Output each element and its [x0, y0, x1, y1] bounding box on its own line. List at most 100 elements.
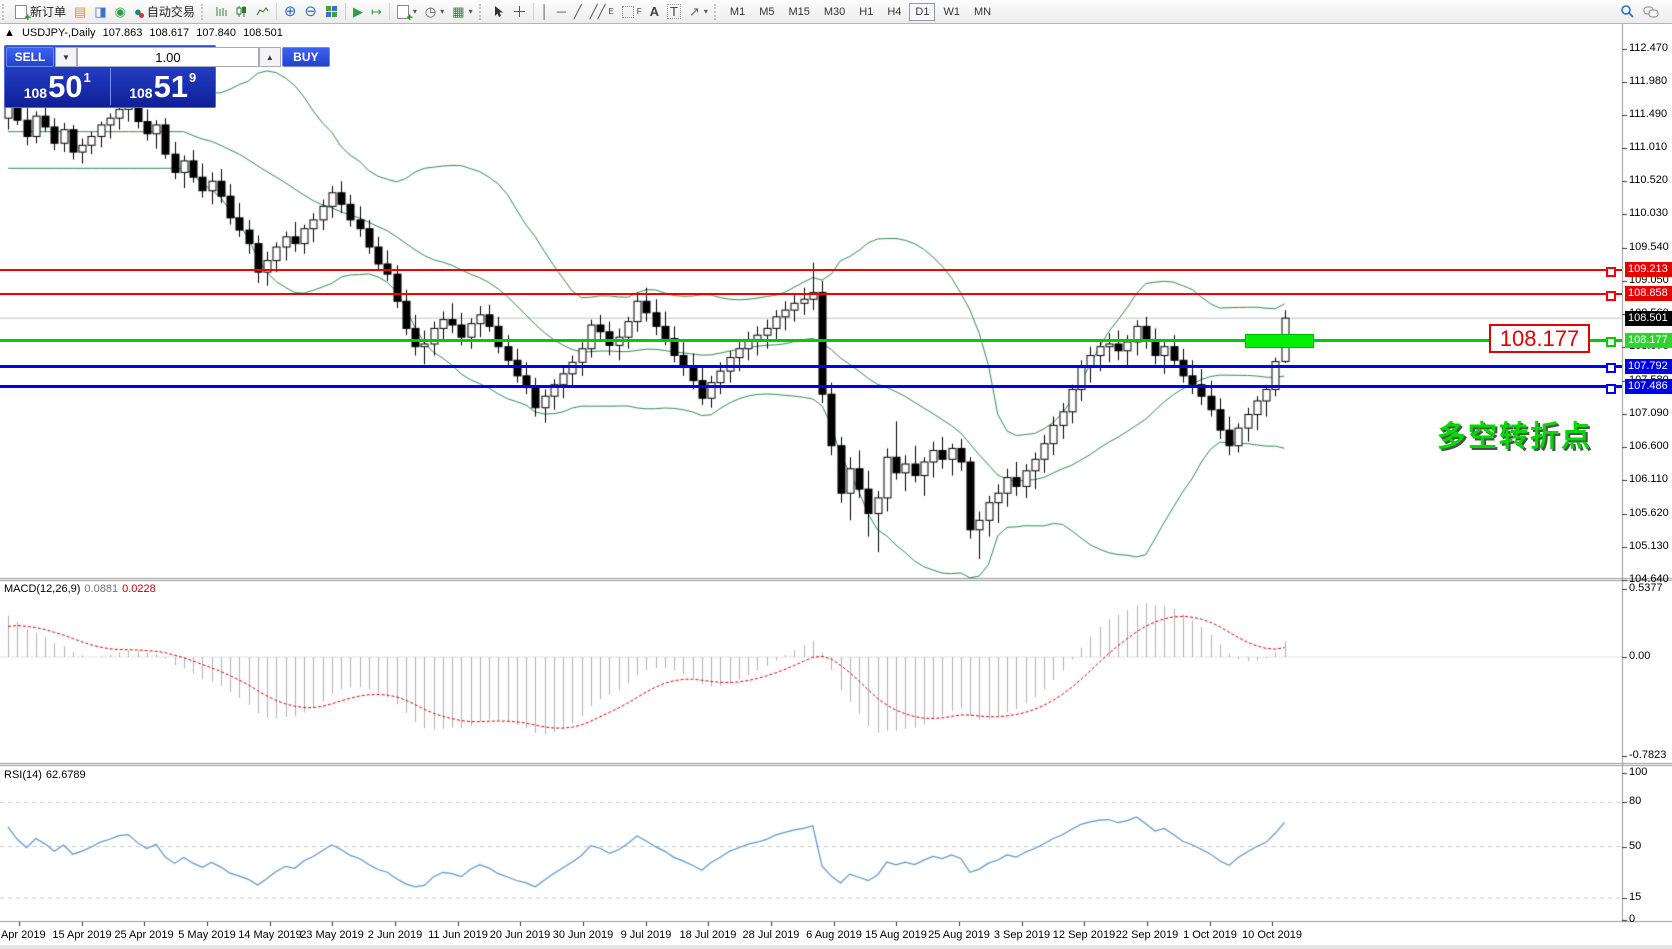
new-chart-icon	[396, 4, 413, 24]
signals-button[interactable]: ◉	[111, 1, 130, 22]
zoom-out-button[interactable]: ⊖	[300, 1, 321, 22]
vertical-line-button[interactable]: │	[537, 1, 553, 22]
bar-chart-button[interactable]	[210, 1, 231, 22]
clock-icon: ◷	[424, 4, 437, 19]
date-tick-label: 18 Jul 2019	[679, 929, 737, 941]
cursor-button[interactable]	[488, 1, 509, 22]
toolbar-separator	[388, 3, 390, 20]
toolbar-grip[interactable]	[200, 3, 206, 20]
price-tag-108.858: 108.858	[1625, 286, 1672, 302]
highlight-rectangle[interactable]	[1245, 334, 1314, 348]
profiles-button[interactable]: ▤	[70, 1, 90, 22]
price-tick-label: 112.470	[1629, 42, 1668, 54]
symbol-name: USDJPY-,Daily	[21, 27, 96, 39]
fibonacci-button[interactable]: F	[618, 1, 646, 22]
sell-price[interactable]: 108 50 1	[5, 68, 111, 105]
volume-input[interactable]	[76, 47, 259, 67]
support-line-lower-marker[interactable]	[1606, 383, 1616, 394]
crosshair-button[interactable]	[509, 1, 530, 22]
price-tick-label: 104.640	[1629, 573, 1669, 585]
support-line-upper[interactable]	[0, 364, 1622, 368]
timeframe-button-M30[interactable]: M30	[818, 3, 851, 21]
rsi-tick-label: 0	[1629, 913, 1636, 925]
sell-price-big: 50	[48, 69, 83, 104]
bar-chart-icon	[216, 7, 227, 16]
zoom-out-icon: ⊖	[304, 3, 317, 20]
collapse-panel-icon[interactable]: ▲	[4, 27, 15, 39]
search-button[interactable]	[1616, 1, 1639, 22]
timeframe-button-D1[interactable]: D1	[909, 2, 936, 21]
volume-down-button[interactable]: ▼	[55, 47, 77, 67]
date-tick-label: 25 Aug 2019	[928, 929, 990, 941]
line-chart-button[interactable]	[252, 1, 273, 22]
chart-shift-button[interactable]: ↦	[367, 1, 386, 22]
text-label-tool-button[interactable]: T	[663, 1, 685, 22]
chat-button[interactable]	[1639, 1, 1664, 22]
zoom-in-icon: ⊕	[283, 3, 297, 20]
market-watch-button[interactable]: ◨	[90, 1, 110, 22]
volume-up-button[interactable]: ▲	[258, 47, 281, 67]
shapes-button[interactable]: ↗ ▾	[685, 1, 712, 22]
price-tick-label: 107.090	[1629, 406, 1669, 419]
price-tick-label: 111.490	[1629, 108, 1668, 121]
pivot-line-marker[interactable]	[1606, 337, 1616, 348]
text-tool-icon: A	[649, 4, 660, 19]
auto-scroll-button[interactable]: ▶	[349, 1, 367, 22]
date-tick-label: 3 Sep 2019	[993, 929, 1051, 941]
toolbar-grip[interactable]	[2, 3, 7, 20]
horizontal-line-button[interactable]: ─	[553, 1, 570, 22]
zoom-in-button[interactable]: ⊕	[280, 1, 301, 22]
macd-tick-label: 0.5377	[1629, 581, 1663, 594]
toolbar-separator	[344, 3, 346, 20]
new-order-icon	[15, 4, 31, 24]
cursor-icon	[494, 6, 503, 17]
timeframe-button-H1[interactable]: H1	[853, 3, 879, 21]
toolbar-grip[interactable]	[478, 3, 484, 20]
new-chart-button[interactable]: ▾	[393, 1, 421, 24]
resistance-line-lower-marker[interactable]	[1606, 290, 1616, 301]
templates-button[interactable]: ▦ ▾	[448, 1, 476, 22]
timeframe-group: M1 M5 M15 M30 H1 H4 D1 W1 MN	[723, 2, 998, 21]
search-icon	[1621, 5, 1634, 18]
templates-icon: ▦	[452, 4, 465, 19]
ohlc-close: 108.501	[243, 27, 283, 39]
pivot-line[interactable]	[0, 338, 1622, 342]
support-line-upper-marker[interactable]	[1606, 363, 1616, 374]
resistance-line-lower[interactable]	[0, 292, 1622, 295]
periods-button[interactable]: ◷ ▾	[421, 1, 448, 22]
date-tick-label: 6 Aug 2019	[806, 929, 862, 941]
timeframe-button-M5[interactable]: M5	[753, 3, 780, 21]
timeframe-button-MN[interactable]: MN	[968, 3, 997, 21]
price-tag-107.486: 107.486	[1625, 379, 1672, 395]
buy-price[interactable]: 108 51 9	[111, 68, 216, 105]
buy-price-big: 51	[153, 69, 189, 104]
timeframe-button-M15[interactable]: M15	[782, 3, 815, 21]
shapes-icon: ↗	[688, 4, 700, 19]
buy-button[interactable]: BUY	[281, 47, 330, 67]
date-tick-label: 5 Apr 2019	[0, 929, 46, 941]
date-tick-label: 22 Sep 2019	[1115, 929, 1179, 941]
candlestick-chart-button[interactable]	[231, 1, 252, 22]
tile-windows-button[interactable]	[321, 1, 342, 22]
support-line-lower[interactable]	[0, 385, 1622, 389]
chevron-down-icon: ▾	[468, 7, 473, 16]
new-order-button[interactable]: 新订单	[11, 1, 70, 24]
toolbar-grip[interactable]	[713, 3, 719, 20]
timeframe-button-W1[interactable]: W1	[937, 3, 966, 21]
autotrading-button[interactable]: ● 自动交易	[130, 1, 199, 22]
trendline-icon: ╱	[573, 4, 582, 19]
timeframe-button-M1[interactable]: M1	[724, 3, 751, 21]
one-click-trading-panel: SELL ▼ ▲ BUY 108 50 1 108 51 9	[4, 45, 330, 108]
equidistant-channel-button[interactable]: ╱╱ E	[586, 1, 618, 22]
sell-button[interactable]: SELL	[6, 47, 54, 67]
trendline-button[interactable]: ╱	[570, 1, 586, 22]
resistance-line-upper-marker[interactable]	[1606, 266, 1616, 277]
text-tool-button[interactable]: A	[646, 1, 663, 22]
chevron-down-icon: ▾	[703, 7, 708, 16]
price-tag-109.213: 109.213	[1625, 262, 1672, 278]
turning-point-text[interactable]: 多空转折点	[1437, 421, 1593, 453]
price-annotation-box[interactable]: 108.177	[1489, 324, 1590, 353]
timeframe-button-H4[interactable]: H4	[881, 3, 907, 21]
resistance-line-upper[interactable]	[0, 268, 1622, 271]
